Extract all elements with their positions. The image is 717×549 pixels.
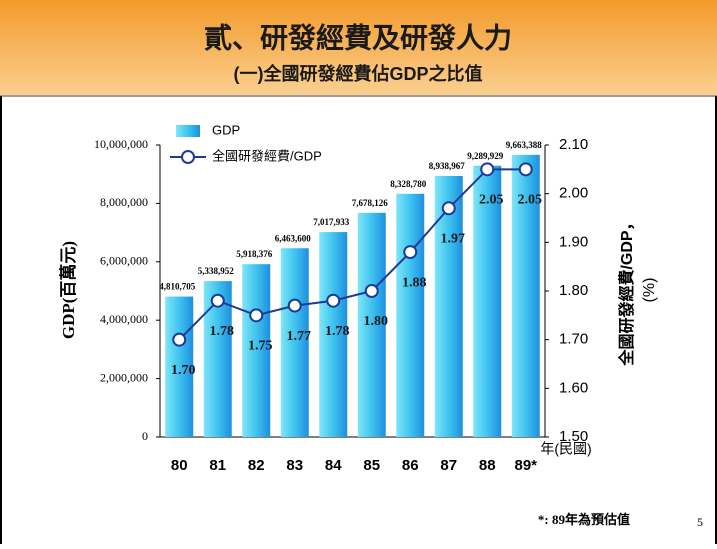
x-tick-label: 80	[171, 457, 188, 474]
y2-tick-label: 2.00	[559, 185, 588, 202]
line-marker	[249, 308, 264, 323]
bar	[242, 264, 271, 437]
y2-axis-label: 全國研發經費/GDP，	[617, 214, 636, 366]
line-marker	[364, 284, 379, 298]
line-marker	[210, 293, 225, 308]
line-value-label: 1.70	[171, 363, 196, 378]
line-marker	[403, 245, 418, 260]
y2-tick-label: 1.60	[559, 379, 588, 396]
line-value-label: 2.05	[479, 193, 504, 208]
line-value-label: 1.78	[210, 324, 235, 339]
bar-value-label: 9,289,929	[467, 151, 504, 161]
slide-title: 貳、研發經費及研發人力	[204, 21, 512, 53]
chart: 0 2,000,000 4,000,000 6,000,000 8,000,000 10,…	[58, 122, 658, 474]
bar-value-label: 9,663,388	[506, 140, 543, 150]
line-value-label: 1.77	[287, 329, 312, 344]
bar-value-label: 8,328,780	[390, 179, 427, 189]
footnote: *: 89年為預估值	[538, 512, 630, 527]
y-axis-label: GDP(百萬元)	[58, 241, 78, 339]
line	[178, 168, 526, 341]
x-tick-label: 84	[325, 457, 342, 474]
y-tick-label: 8,000,000	[100, 195, 148, 209]
bar-value-label: 5,338,952	[198, 266, 235, 276]
x-tick-label: 85	[363, 457, 380, 474]
y-tick-label: 2,000,000	[100, 370, 148, 384]
bar	[473, 165, 502, 437]
x-tick-label: 86	[402, 457, 419, 474]
bar	[319, 232, 348, 437]
line-marker	[480, 162, 495, 177]
bar-value-label: 7,678,126	[352, 198, 389, 208]
legend-swatch	[181, 150, 195, 164]
line-value-label: 1.75	[248, 339, 273, 354]
bar-value-label: 6,463,600	[275, 233, 312, 243]
y2-tick-label: 2.10	[559, 136, 588, 153]
legend-swatch	[176, 125, 200, 137]
y2-tick-label: 1.80	[559, 282, 588, 299]
line-marker	[441, 201, 456, 216]
x-tick-label: 88	[479, 457, 496, 474]
y2-tick-label: 1.50	[559, 428, 588, 445]
x-tick-label: 83	[286, 457, 303, 474]
line-value-label: 2.05	[518, 193, 543, 208]
y-tick-label: 10,000,000	[94, 137, 148, 151]
y2-tick-label: 1.70	[559, 331, 588, 348]
page-number: 5	[697, 515, 703, 529]
y-tick-label: 6,000,000	[100, 254, 148, 268]
line-marker	[287, 298, 302, 313]
bar	[357, 212, 386, 437]
x-tick-label: 89*	[514, 457, 537, 474]
bar-value-label: 8,938,967	[429, 161, 466, 171]
x-tick-label: 82	[248, 457, 265, 474]
line-marker	[326, 293, 341, 308]
bar	[396, 193, 425, 437]
header-band	[0, 0, 717, 95]
x-tick-label: 87	[440, 457, 457, 474]
line-value-label: 1.88	[402, 275, 427, 290]
x-axis-label: 年(民國)	[540, 441, 591, 457]
legend-label: GDP	[212, 122, 240, 137]
y-tick-label: 0	[142, 429, 148, 443]
line-value-label: 1.78	[325, 324, 350, 339]
bar-value-label: 4,810,705	[159, 282, 196, 292]
bar	[165, 296, 194, 437]
slide-subtitle: (一)全國研發經費佔GDP之比值	[234, 63, 483, 84]
line-value-label: 1.80	[364, 314, 389, 329]
y2-axis-label: (%)	[641, 278, 658, 303]
legend-label: 全國研發經費/GDP	[212, 148, 322, 163]
line-value-label: 1.97	[441, 231, 466, 246]
y2-tick-label: 1.90	[559, 233, 588, 250]
y-tick-label: 4,000,000	[100, 312, 148, 326]
line-marker	[518, 162, 533, 177]
line-marker	[172, 332, 187, 347]
bar-value-label: 5,918,376	[236, 249, 273, 259]
bar	[280, 248, 309, 437]
bar	[511, 154, 540, 437]
x-tick-label: 81	[209, 457, 226, 474]
bar-value-label: 7,017,933	[313, 217, 350, 227]
